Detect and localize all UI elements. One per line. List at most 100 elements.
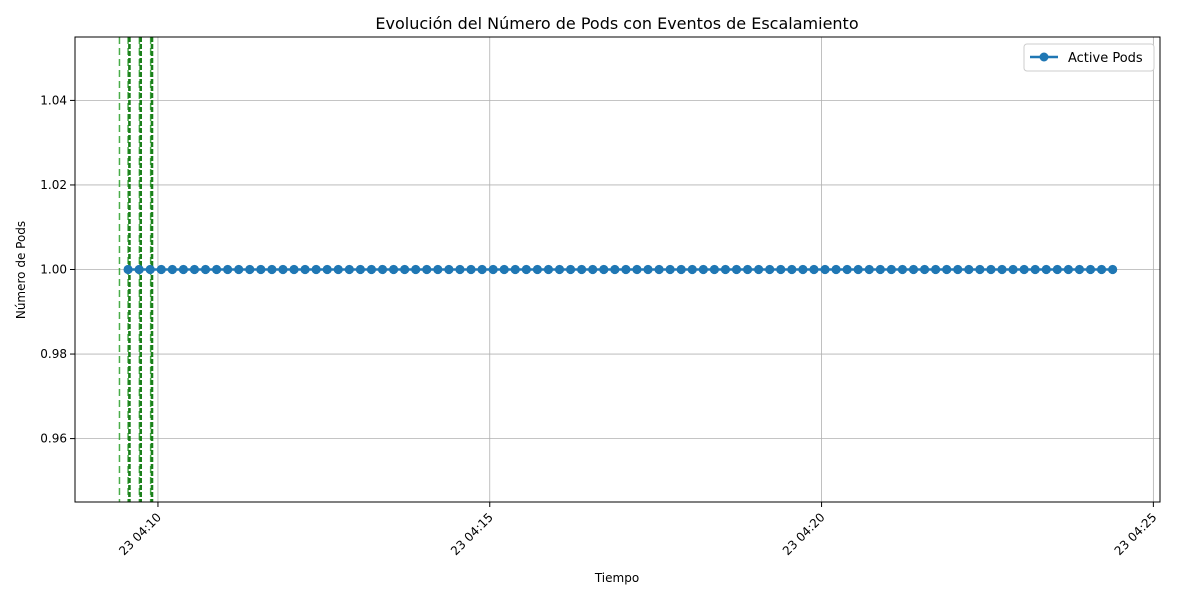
- y-axis: 0.96 0.98 1.00 1.02 1.04: [40, 93, 75, 446]
- data-point: [621, 264, 631, 275]
- data-point: [1019, 264, 1029, 275]
- data-point: [997, 264, 1007, 275]
- data-point: [610, 264, 620, 275]
- data-point: [256, 264, 266, 275]
- legend: Active Pods: [1023, 43, 1155, 72]
- data-point: [1052, 264, 1062, 275]
- data-point: [632, 264, 642, 275]
- y-tick-label: 1.04: [40, 93, 67, 107]
- data-point: [964, 264, 974, 275]
- data-point: [919, 264, 930, 275]
- data-point: [377, 264, 388, 275]
- data-point: [765, 264, 775, 275]
- data-point: [942, 264, 952, 275]
- data-point: [720, 264, 731, 275]
- data-point: [355, 264, 365, 275]
- data-point: [200, 264, 211, 275]
- data-point: [776, 264, 786, 275]
- data-point: [223, 264, 233, 275]
- data-point: [975, 264, 985, 275]
- data-point: [931, 264, 941, 275]
- data-point: [499, 264, 509, 275]
- data-point: [554, 264, 565, 275]
- data-point: [366, 264, 377, 275]
- data-point: [123, 264, 133, 275]
- data-point: [798, 264, 808, 275]
- data-point: [654, 264, 664, 275]
- data-point: [333, 264, 343, 275]
- data-point: [1063, 264, 1073, 275]
- data-point: [521, 264, 531, 275]
- data-point: [875, 264, 885, 275]
- data-point: [245, 264, 255, 275]
- data-point: [953, 264, 963, 275]
- data-point: [709, 264, 719, 275]
- data-point: [167, 264, 177, 275]
- data-point: [532, 264, 542, 275]
- data-point: [986, 264, 996, 275]
- data-point: [311, 264, 321, 275]
- data-point: [1008, 264, 1018, 275]
- data-point: [886, 264, 896, 275]
- data-point: [754, 264, 764, 275]
- data-point: [588, 264, 598, 275]
- data-point: [687, 264, 697, 275]
- data-point: [444, 264, 454, 275]
- data-point: [289, 264, 299, 275]
- y-axis-label: Número de Pods: [14, 221, 28, 319]
- data-point: [731, 264, 742, 275]
- data-point: [510, 264, 520, 275]
- data-point: [134, 264, 144, 275]
- series-active-pods: [123, 264, 1118, 275]
- data-point: [488, 264, 498, 275]
- data-point: [300, 264, 310, 275]
- data-point: [809, 264, 819, 275]
- data-point: [433, 264, 443, 275]
- data-point: [908, 264, 919, 275]
- data-point: [400, 264, 410, 275]
- data-point: [831, 264, 841, 275]
- data-point: [842, 264, 852, 275]
- data-point: [676, 264, 686, 275]
- data-point: [322, 264, 332, 275]
- y-tick-label: 1.00: [40, 263, 67, 277]
- data-point: [643, 264, 653, 275]
- data-point: [156, 264, 166, 275]
- data-point: [189, 264, 200, 275]
- data-point: [698, 264, 708, 275]
- y-tick-label: 1.02: [40, 178, 67, 192]
- data-point: [145, 264, 155, 275]
- data-point: [234, 264, 244, 275]
- legend-box: [1023, 43, 1155, 72]
- data-point: [665, 264, 675, 275]
- data-point: [599, 264, 609, 275]
- chart-title: Evolución del Número de Pods con Eventos…: [375, 14, 858, 33]
- data-point: [864, 264, 874, 275]
- data-point: [1074, 264, 1085, 275]
- data-point: [344, 264, 354, 275]
- data-point: [1030, 264, 1040, 275]
- data-point: [477, 264, 487, 275]
- data-point: [1096, 264, 1107, 275]
- data-point: [1085, 264, 1096, 275]
- data-point: [278, 264, 288, 275]
- data-point: [1041, 264, 1051, 275]
- data-point: [388, 264, 399, 275]
- data-point: [267, 264, 277, 275]
- data-point: [897, 264, 908, 275]
- data-point: [411, 264, 421, 275]
- data-point: [577, 264, 587, 275]
- data-point: [787, 264, 797, 275]
- data-point: [466, 264, 476, 275]
- data-point: [543, 264, 554, 275]
- legend-marker: [1039, 52, 1049, 62]
- data-point: [742, 264, 753, 275]
- data-point: [455, 264, 465, 275]
- data-point: [820, 264, 830, 275]
- y-tick-label: 0.96: [40, 432, 67, 446]
- data-point: [178, 264, 189, 275]
- legend-label: Active Pods: [1068, 51, 1143, 66]
- x-axis-label: Tiempo: [594, 571, 639, 585]
